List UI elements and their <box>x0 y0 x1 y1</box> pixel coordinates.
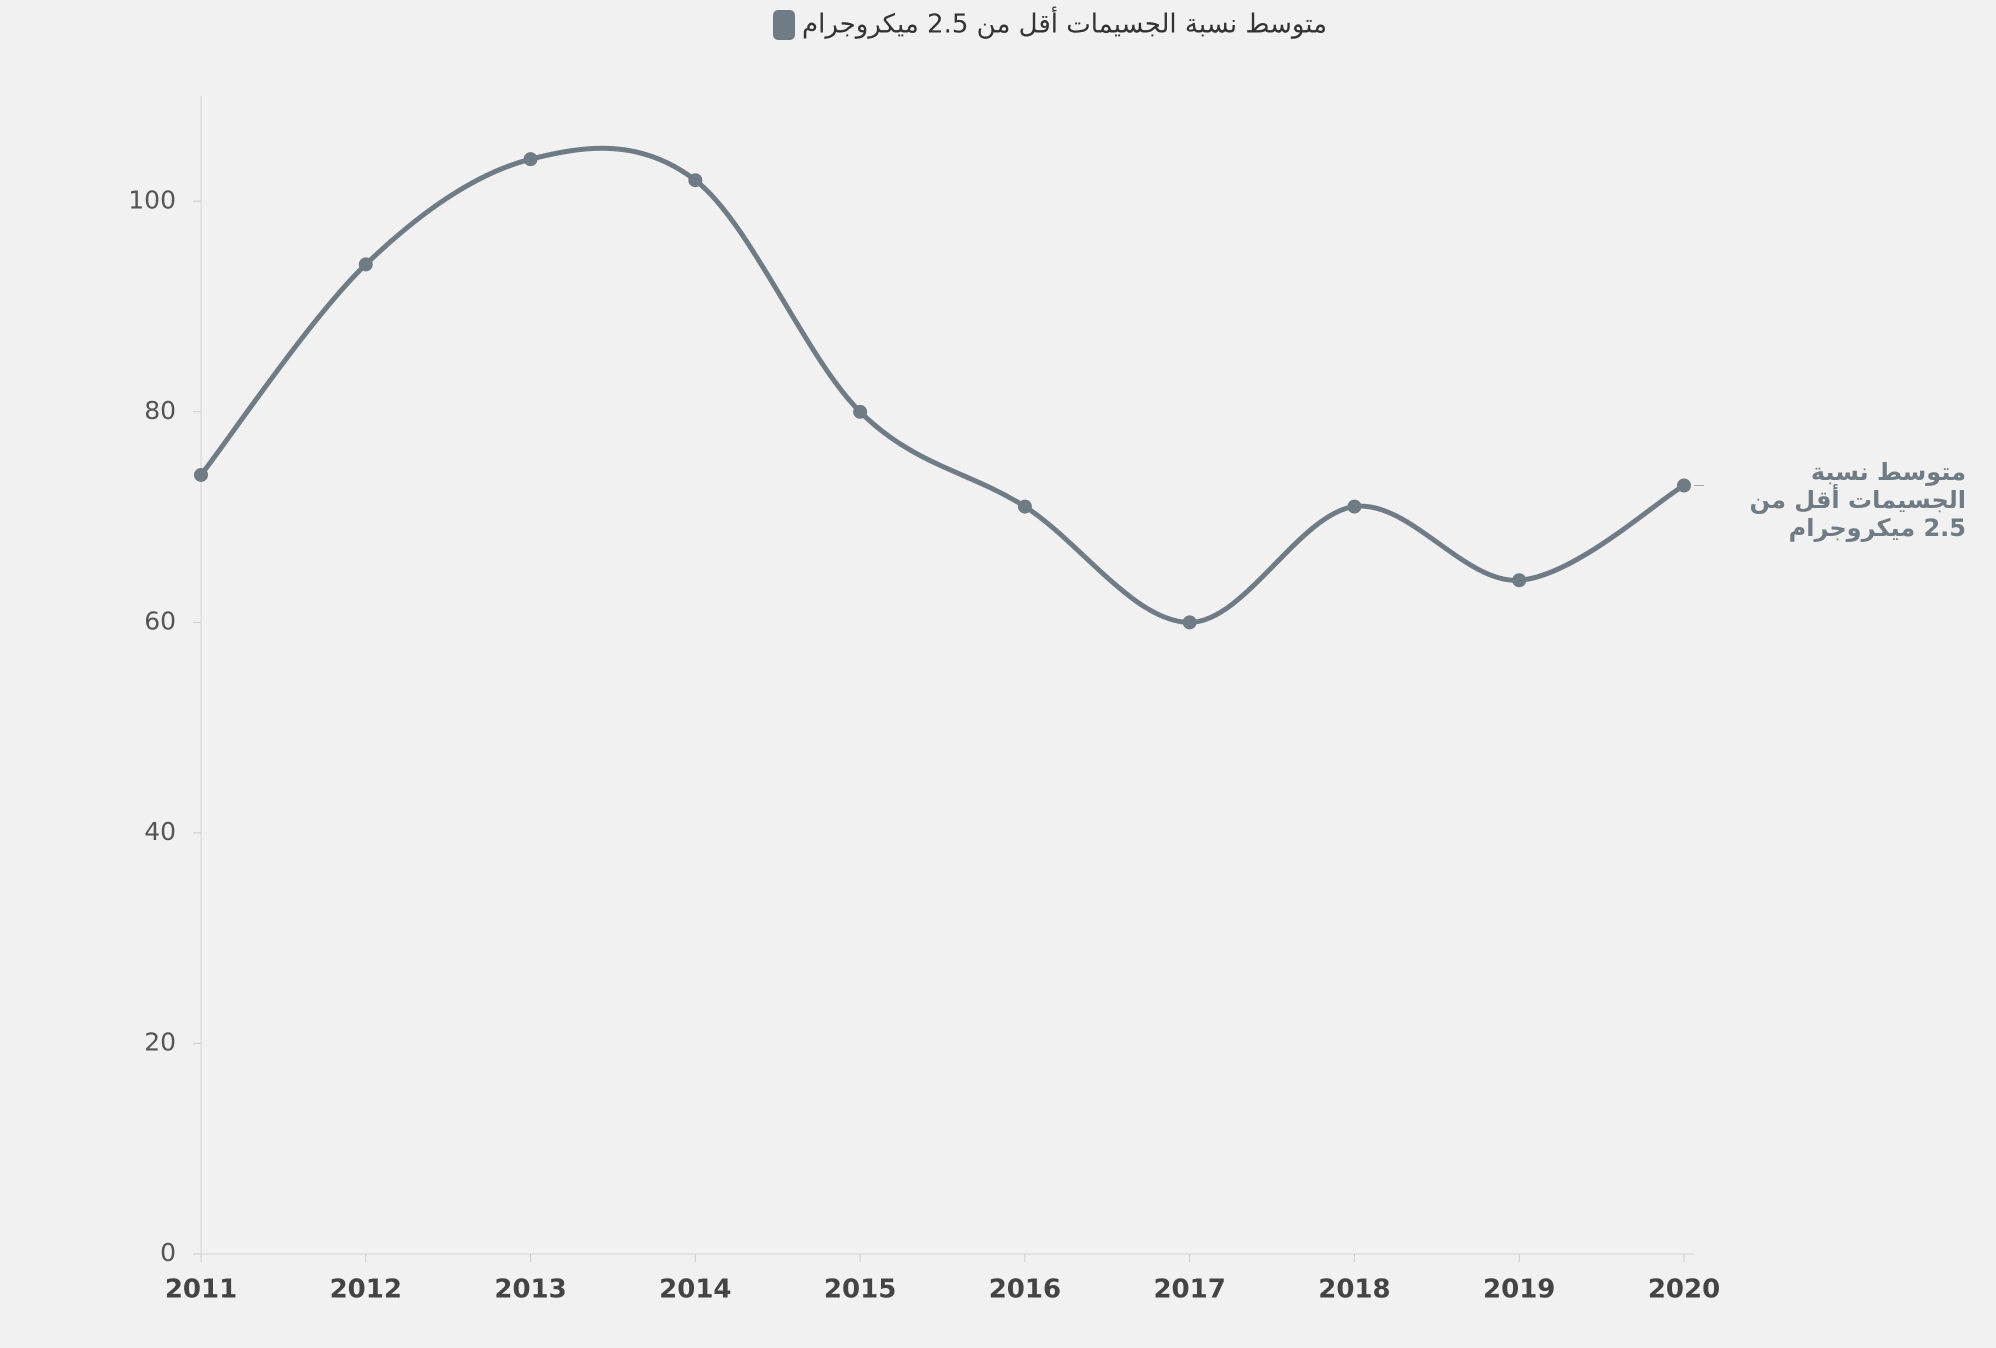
x-tick-label: 2015 <box>824 1275 896 1305</box>
data-point <box>688 173 703 188</box>
data-point <box>1017 499 1032 514</box>
data-point <box>358 257 373 272</box>
x-tick-label: 2013 <box>494 1275 566 1305</box>
y-tick-label: 80 <box>144 396 176 425</box>
end-label: متوسط نسبة الجسيمات أقل من 2.5 ميكروجرام <box>1749 458 1966 542</box>
y-tick-label: 100 <box>128 185 176 214</box>
x-tick-label: 2017 <box>1153 1275 1225 1305</box>
x-tick-label: 2019 <box>1483 1275 1555 1305</box>
data-point <box>1347 499 1362 514</box>
data-point <box>1677 478 1691 493</box>
x-tick-label: 2012 <box>330 1275 402 1305</box>
data-point <box>1512 573 1527 588</box>
x-tick-label: 2020 <box>1648 1275 1720 1305</box>
y-tick-label: 60 <box>144 606 176 635</box>
x-tick-label: 2014 <box>659 1275 731 1305</box>
x-tick-label: 2016 <box>989 1275 1061 1305</box>
y-tick-label: 0 <box>160 1238 176 1267</box>
data-point <box>523 152 538 167</box>
legend-label: متوسط نسبة الجسيمات أقل من 2.5 ميكروجرام <box>802 6 1327 40</box>
data-point <box>853 404 868 419</box>
x-tick-label: 2018 <box>1318 1275 1390 1305</box>
y-tick-label: 40 <box>144 817 176 846</box>
x-tick-label: 2011 <box>165 1275 237 1305</box>
series-line <box>199 145 1686 625</box>
y-tick-label: 20 <box>144 1027 176 1056</box>
legend-swatch <box>773 10 795 40</box>
data-point <box>194 467 208 482</box>
data-point <box>1182 615 1197 630</box>
